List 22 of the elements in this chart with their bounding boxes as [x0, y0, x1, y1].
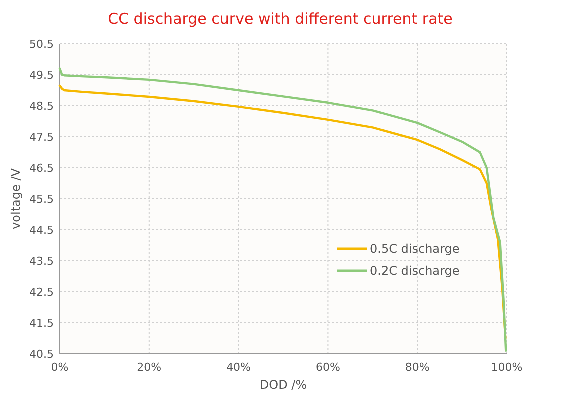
y-tick-label: 41.5	[30, 317, 54, 330]
y-tick-label: 49.5	[30, 69, 54, 82]
y-tick-label: 44.5	[30, 224, 54, 237]
x-tick-label: 20%	[137, 361, 162, 374]
x-axis-title: DOD /%	[260, 378, 308, 392]
chart-title: CC discharge curve with different current rate	[108, 10, 453, 28]
y-tick-label: 42.5	[30, 286, 54, 299]
x-tick-label: 80%	[405, 361, 430, 374]
legend-label: 0.5C discharge	[370, 242, 460, 256]
y-tick-label: 47.5	[30, 131, 54, 144]
y-tick-label: 40.5	[30, 348, 54, 361]
y-axis-title: voltage /V	[9, 168, 23, 230]
legend-label: 0.2C discharge	[370, 264, 460, 278]
x-tick-label: 60%	[316, 361, 340, 374]
x-tick-label: 0%	[51, 361, 69, 374]
x-tick-label: 40%	[226, 361, 252, 374]
y-tick-label: 48.5	[30, 100, 54, 113]
x-tick-label: 100%	[491, 361, 523, 374]
y-tick-label: 50.5	[30, 38, 54, 51]
y-tick-label: 46.5	[30, 162, 54, 175]
y-tick-label: 45.5	[30, 193, 54, 206]
y-tick-label: 43.5	[30, 255, 54, 268]
